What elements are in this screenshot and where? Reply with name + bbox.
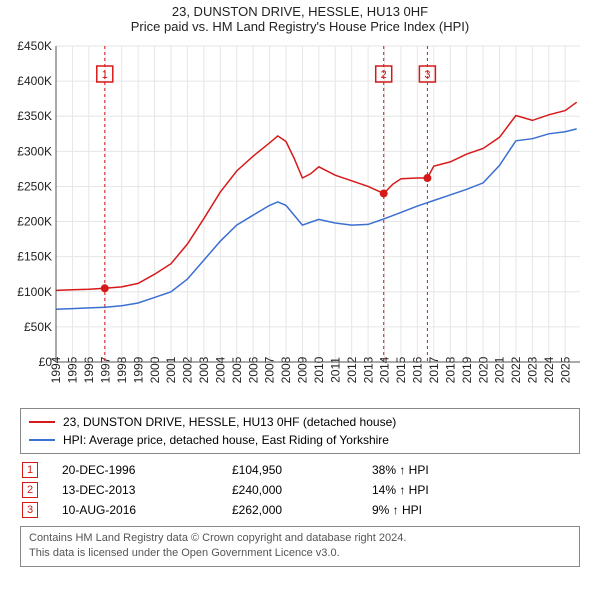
svg-text:£400K: £400K bbox=[17, 74, 52, 88]
svg-text:£450K: £450K bbox=[17, 40, 52, 53]
svg-text:2023: 2023 bbox=[526, 356, 540, 383]
transaction-price: £240,000 bbox=[232, 483, 372, 497]
transactions-table: 1 20-DEC-1996£104,95038% ↑ HPI 2 13-DEC-201… bbox=[20, 460, 580, 520]
transaction-date: 20-DEC-1996 bbox=[62, 463, 232, 477]
svg-text:2005: 2005 bbox=[230, 356, 244, 383]
svg-text:2016: 2016 bbox=[411, 356, 425, 383]
svg-text:2021: 2021 bbox=[493, 356, 507, 383]
transaction-badge: 2 bbox=[22, 482, 38, 498]
svg-text:1998: 1998 bbox=[115, 356, 129, 383]
svg-text:2000: 2000 bbox=[148, 356, 162, 383]
svg-text:2022: 2022 bbox=[509, 356, 523, 383]
svg-text:3: 3 bbox=[424, 69, 430, 81]
footer-line2: This data is licensed under the Open Gov… bbox=[29, 546, 571, 561]
transaction-date: 10-AUG-2016 bbox=[62, 503, 232, 517]
svg-text:2018: 2018 bbox=[443, 356, 457, 383]
svg-text:2014: 2014 bbox=[378, 356, 392, 383]
svg-text:2013: 2013 bbox=[361, 356, 375, 383]
svg-text:£300K: £300K bbox=[17, 144, 52, 158]
svg-text:2006: 2006 bbox=[246, 356, 260, 383]
svg-text:£150K: £150K bbox=[17, 250, 52, 264]
transaction-row: 1 20-DEC-1996£104,95038% ↑ HPI bbox=[20, 460, 580, 480]
svg-text:2004: 2004 bbox=[213, 356, 227, 383]
svg-text:2002: 2002 bbox=[181, 356, 195, 383]
svg-text:2008: 2008 bbox=[279, 356, 293, 383]
footer-attribution: Contains HM Land Registry data © Crown c… bbox=[20, 526, 580, 567]
svg-text:£250K: £250K bbox=[17, 179, 52, 193]
legend-item: HPI: Average price, detached house, East… bbox=[29, 431, 571, 449]
svg-text:2009: 2009 bbox=[296, 356, 310, 383]
legend-label: 23, DUNSTON DRIVE, HESSLE, HU13 0HF (det… bbox=[63, 413, 396, 431]
transaction-delta: 14% ↑ HPI bbox=[372, 483, 512, 497]
svg-text:£50K: £50K bbox=[24, 320, 52, 334]
chart-svg: £0£50K£100K£150K£200K£250K£300K£350K£400… bbox=[12, 40, 588, 400]
svg-text:2011: 2011 bbox=[328, 357, 342, 383]
transaction-date: 13-DEC-2013 bbox=[62, 483, 232, 497]
svg-text:2001: 2001 bbox=[164, 356, 178, 383]
transaction-badge: 3 bbox=[22, 502, 38, 518]
svg-text:2015: 2015 bbox=[394, 356, 408, 383]
svg-text:1995: 1995 bbox=[66, 356, 80, 383]
svg-text:1999: 1999 bbox=[131, 356, 145, 383]
legend-item: 23, DUNSTON DRIVE, HESSLE, HU13 0HF (det… bbox=[29, 413, 571, 431]
legend-swatch bbox=[29, 421, 55, 423]
svg-text:£100K: £100K bbox=[17, 285, 52, 299]
transaction-row: 2 13-DEC-2013£240,00014% ↑ HPI bbox=[20, 480, 580, 500]
legend-box: 23, DUNSTON DRIVE, HESSLE, HU13 0HF (det… bbox=[20, 408, 580, 454]
svg-text:£200K: £200K bbox=[17, 215, 52, 229]
svg-text:2025: 2025 bbox=[558, 356, 572, 383]
transaction-delta: 9% ↑ HPI bbox=[372, 503, 512, 517]
svg-text:1: 1 bbox=[102, 69, 108, 81]
svg-text:2012: 2012 bbox=[345, 356, 359, 383]
svg-text:2: 2 bbox=[381, 69, 387, 81]
svg-text:2007: 2007 bbox=[263, 356, 277, 383]
svg-text:1997: 1997 bbox=[98, 356, 112, 383]
chart-subtitle: Price paid vs. HM Land Registry's House … bbox=[8, 19, 592, 34]
legend-label: HPI: Average price, detached house, East… bbox=[63, 431, 389, 449]
chart-area: £0£50K£100K£150K£200K£250K£300K£350K£400… bbox=[12, 40, 588, 400]
svg-text:2020: 2020 bbox=[476, 356, 490, 383]
svg-text:2017: 2017 bbox=[427, 356, 441, 383]
svg-text:2019: 2019 bbox=[460, 356, 474, 383]
transaction-badge: 1 bbox=[22, 462, 38, 478]
svg-text:2003: 2003 bbox=[197, 356, 211, 383]
svg-text:1996: 1996 bbox=[82, 356, 96, 383]
transaction-delta: 38% ↑ HPI bbox=[372, 463, 512, 477]
svg-text:£350K: £350K bbox=[17, 109, 52, 123]
transaction-price: £104,950 bbox=[232, 463, 372, 477]
chart-title: 23, DUNSTON DRIVE, HESSLE, HU13 0HF bbox=[8, 4, 592, 19]
legend-swatch bbox=[29, 439, 55, 441]
svg-text:2010: 2010 bbox=[312, 356, 326, 383]
transaction-price: £262,000 bbox=[232, 503, 372, 517]
svg-text:2024: 2024 bbox=[542, 356, 556, 383]
transaction-row: 3 10-AUG-2016£262,0009% ↑ HPI bbox=[20, 500, 580, 520]
footer-line1: Contains HM Land Registry data © Crown c… bbox=[29, 531, 571, 546]
